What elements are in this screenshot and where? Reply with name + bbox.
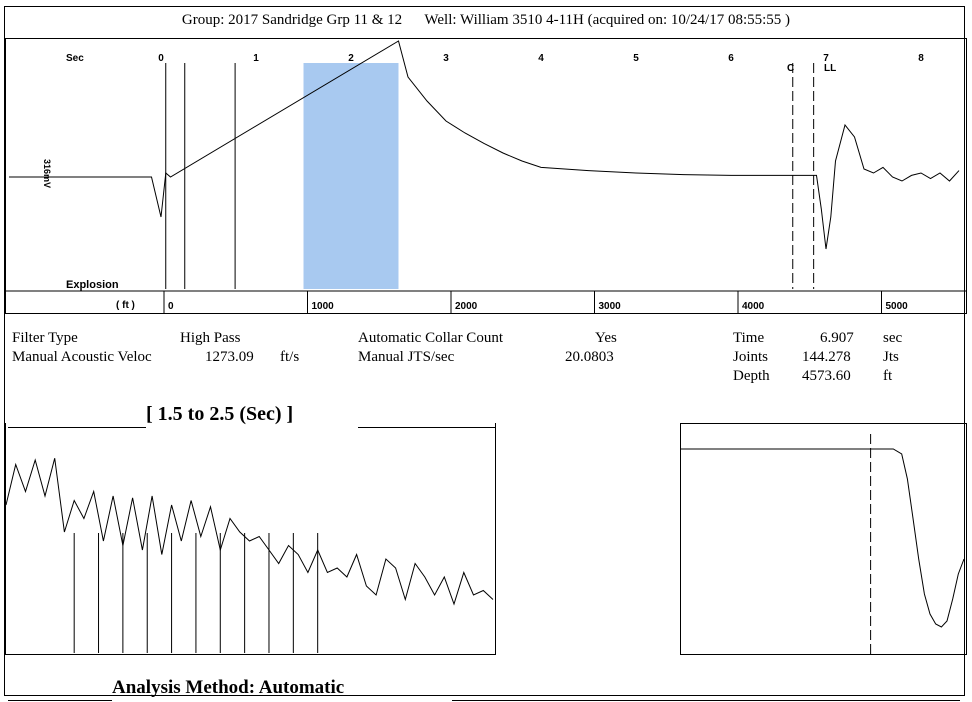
footer-rule-right <box>452 700 960 701</box>
manual-velocity-unit: ft/s <box>280 349 300 365</box>
title-rule-left <box>8 427 146 428</box>
manual-velocity-label: Manual Acoustic Veloc <box>12 349 152 365</box>
depth-unit: ft <box>883 368 893 384</box>
sec-tick-0: 0 <box>158 53 164 64</box>
time-label: Time <box>733 330 765 346</box>
sec-tick-4: 4 <box>538 53 544 64</box>
sec-tick-2: 2 <box>348 53 354 64</box>
sec-tick-6: 6 <box>728 53 734 64</box>
title-rule-right <box>358 427 496 428</box>
footer-rule-left <box>8 700 112 701</box>
report-frame <box>4 6 965 696</box>
ft-tick-label-0: 0 <box>168 301 174 312</box>
manual-jts-label: Manual JTS/sec <box>358 349 455 365</box>
sec-tick-7: 7 <box>823 53 829 64</box>
ft-tick-label-3000: 3000 <box>599 301 622 312</box>
y-axis-label: 316mV <box>42 159 52 189</box>
sec-tick-1: 1 <box>253 53 259 64</box>
manual-jts-value: 20.0803 <box>565 349 614 365</box>
sec-tick-3: 3 <box>443 53 449 64</box>
main-chart-svg: 0 1 2 3 4 5 6 7 8 0 1000 2000 3000 4000 5000 <box>6 40 966 313</box>
ft-tick-label-2000: 2000 <box>455 301 478 312</box>
ft-tick-label-4000: 4000 <box>742 301 765 312</box>
ft-axis-label: ( ft ) <box>116 300 135 311</box>
time-unit: sec <box>883 330 903 346</box>
filter-type-label: Filter Type <box>12 330 78 346</box>
collar-trace-line <box>681 448 965 628</box>
highlight-window <box>303 63 399 289</box>
group-label: Group: 2017 Sandridge Grp 11 & 12 <box>181 12 403 28</box>
trace-line <box>9 40 960 250</box>
sec-tick-8: 8 <box>918 53 924 64</box>
analysis-method: Analysis Method: Automatic <box>112 677 345 698</box>
auto-collar-value: Yes <box>595 330 617 346</box>
joints-value: 144.278 <box>802 349 851 365</box>
window-detail-svg <box>6 458 494 653</box>
sec-axis-label: Sec <box>66 53 84 64</box>
explosion-label: Explosion <box>66 279 119 291</box>
sec-tick-5: 5 <box>633 53 639 64</box>
marker-ll-label: LL <box>824 63 837 74</box>
manual-velocity-value: 1273.09 <box>205 349 254 365</box>
collar-detail-svg <box>681 434 965 654</box>
window-trace-line <box>6 458 494 606</box>
collar-detail-chart <box>680 423 967 655</box>
time-value: 6.907 <box>820 330 854 346</box>
auto-collar-label: Automatic Collar Count <box>358 330 503 346</box>
depth-label: Depth <box>733 368 770 384</box>
well-label: Well: William 3510 4-11H (acquired on: 1… <box>424 12 791 28</box>
ft-tick-label-1000: 1000 <box>312 301 335 312</box>
joints-unit: Jts <box>883 349 899 365</box>
window-title: [ 1.5 to 2.5 (Sec) ] <box>146 403 294 425</box>
main-acoustic-chart: 0 1 2 3 4 5 6 7 8 0 1000 2000 3000 4000 5000 Sec Explo… <box>5 38 967 314</box>
filter-type-value: High Pass <box>180 330 241 346</box>
window-detail-chart <box>5 423 496 655</box>
marker-c-label: C <box>787 63 795 74</box>
depth-value: 4573.60 <box>802 368 851 384</box>
header: Group: 2017 Sandridge Grp 11 & 12 Well: … <box>0 12 972 29</box>
ft-tick-label-5000: 5000 <box>886 301 909 312</box>
joints-label: Joints <box>733 349 769 365</box>
